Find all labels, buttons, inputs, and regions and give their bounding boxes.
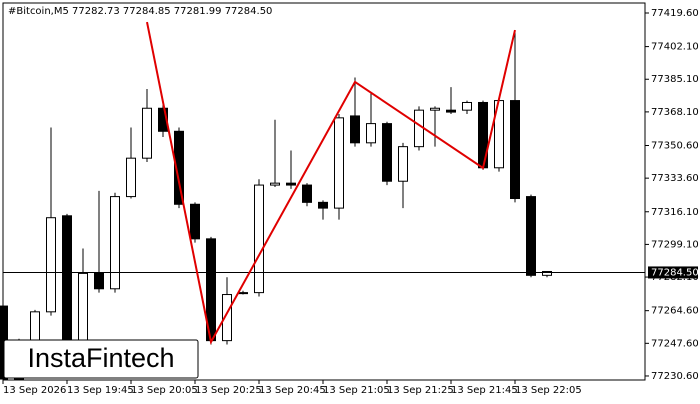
candle-body	[46, 217, 56, 313]
x-tick-label: 13 Sep 21:45	[451, 385, 518, 396]
logo: InstaFintech	[27, 343, 174, 373]
last-price-box	[648, 266, 698, 279]
candle-body	[542, 270, 552, 276]
x-tick-label: 13 Sep 19:45	[67, 385, 134, 396]
x-tick-label: 13 Sep 2026	[3, 385, 66, 396]
candle-body	[222, 294, 232, 342]
candle-body	[510, 100, 520, 200]
candle-body	[462, 101, 472, 111]
candle-body	[414, 109, 424, 148]
y-tick-label: 77299.10	[651, 239, 699, 250]
candle-body	[302, 184, 312, 203]
chart-header: #Bitcoin,M5 77282.73 77284.85 77281.99 7…	[8, 6, 272, 17]
x-tick-label: 13 Sep 22:05	[515, 385, 582, 396]
y-tick-label: 77419.60	[651, 8, 699, 19]
candle-body	[254, 184, 264, 294]
candle-body	[382, 123, 392, 182]
y-tick-label: 77350.60	[651, 141, 699, 152]
x-tick-label: 13 Sep 20:05	[131, 385, 198, 396]
candle-body	[174, 130, 184, 205]
plot-frame	[2, 2, 646, 381]
candle-body	[526, 196, 536, 276]
candle-body	[446, 109, 456, 113]
y-tick-label: 77316.10	[651, 207, 699, 218]
candle-body	[126, 157, 136, 198]
y-tick-label: 77368.10	[651, 107, 699, 118]
candle-body	[398, 146, 408, 182]
candle-body	[142, 107, 152, 159]
candle-body	[334, 117, 344, 209]
y-tick-label: 77402.10	[651, 42, 699, 53]
last-price-label: 77284.50	[651, 267, 699, 278]
candle-body	[286, 182, 296, 186]
x-tick-label: 13 Sep 20:45	[259, 385, 326, 396]
candle-body	[350, 115, 360, 144]
candle-body	[94, 272, 104, 290]
y-tick-label: 77264.60	[651, 306, 699, 317]
x-tick-label: 13 Sep 20:25	[195, 385, 262, 396]
candle-body	[110, 196, 120, 290]
x-tick-label: 13 Sep 21:05	[323, 385, 390, 396]
candle-body	[318, 201, 328, 209]
x-tick-label: 13 Sep 21:25	[387, 385, 454, 396]
candle-body	[270, 182, 280, 186]
y-tick-label: 77247.60	[651, 338, 699, 349]
candle-body	[190, 203, 200, 240]
candle-body	[238, 292, 248, 295]
candle-body	[78, 272, 88, 342]
candle-body	[430, 107, 440, 111]
y-tick-label: 77230.60	[651, 371, 699, 382]
candle-body	[62, 215, 72, 342]
pattern-line	[146, 21, 516, 345]
y-tick-label: 77333.60	[651, 173, 699, 184]
y-tick-label: 77385.10	[651, 74, 699, 85]
logo-box	[3, 339, 199, 379]
candle-body	[366, 123, 376, 144]
